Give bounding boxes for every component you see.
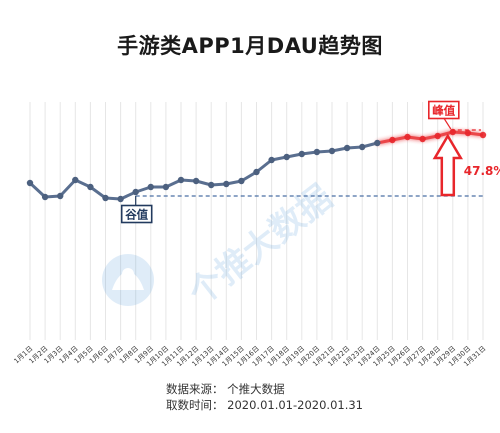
data-point xyxy=(434,132,441,140)
grid-lines xyxy=(29,102,484,340)
data-point xyxy=(283,153,290,161)
up-arrow-icon xyxy=(432,133,463,197)
data-point xyxy=(464,129,472,137)
data-point xyxy=(177,176,185,184)
data-point xyxy=(449,128,456,136)
change-percent-label: 47.8% xyxy=(464,164,500,178)
data-point xyxy=(253,168,260,176)
data-point xyxy=(374,139,381,147)
data-point xyxy=(404,133,411,141)
peak-label-connector xyxy=(443,117,452,130)
series-points xyxy=(26,128,487,203)
data-point xyxy=(72,176,79,184)
peak-label: 峰值 xyxy=(427,100,460,120)
change-arrow xyxy=(432,133,463,197)
data-point xyxy=(41,193,49,201)
data-point xyxy=(313,148,321,156)
watermark-text: 个推大数据 xyxy=(181,177,340,313)
data-point xyxy=(57,192,64,200)
trough-label-text: 谷值 xyxy=(125,208,148,222)
annotation-labels: 谷值 峰值 47.8% xyxy=(120,100,500,224)
footer-period: 取数时间： 2020.01.01-2020.01.31 xyxy=(166,398,363,412)
data-point xyxy=(238,177,245,185)
data-point xyxy=(328,147,336,155)
data-point xyxy=(26,179,34,187)
data-point xyxy=(192,177,200,185)
trough-label: 谷值 xyxy=(120,204,153,224)
trough-label-box xyxy=(120,204,153,224)
peak-label-text: 峰值 xyxy=(432,104,455,118)
data-point xyxy=(343,144,351,152)
data-point xyxy=(87,183,94,191)
data-point xyxy=(102,194,109,202)
data-point xyxy=(359,143,366,151)
data-point xyxy=(132,188,139,196)
watermark-logo-icon xyxy=(102,254,154,306)
data-point xyxy=(419,135,426,143)
data-point xyxy=(268,156,275,164)
data-point xyxy=(479,131,487,139)
data-point xyxy=(223,180,230,188)
x-axis: 1月1日1月2日1月3日1月4日1月5日1月6日1月7日1月8日1月9日1月10… xyxy=(12,345,487,369)
data-point xyxy=(208,181,215,189)
data-point xyxy=(162,183,170,191)
data-point xyxy=(147,183,154,191)
data-point xyxy=(117,195,124,203)
chart-title: 手游类APP1月DAU趋势图 xyxy=(117,34,383,58)
data-point xyxy=(298,150,305,158)
watermark: 个推大数据 xyxy=(102,177,340,314)
footer-source: 数据来源： 个推大数据 xyxy=(166,382,285,396)
data-point xyxy=(389,136,396,144)
